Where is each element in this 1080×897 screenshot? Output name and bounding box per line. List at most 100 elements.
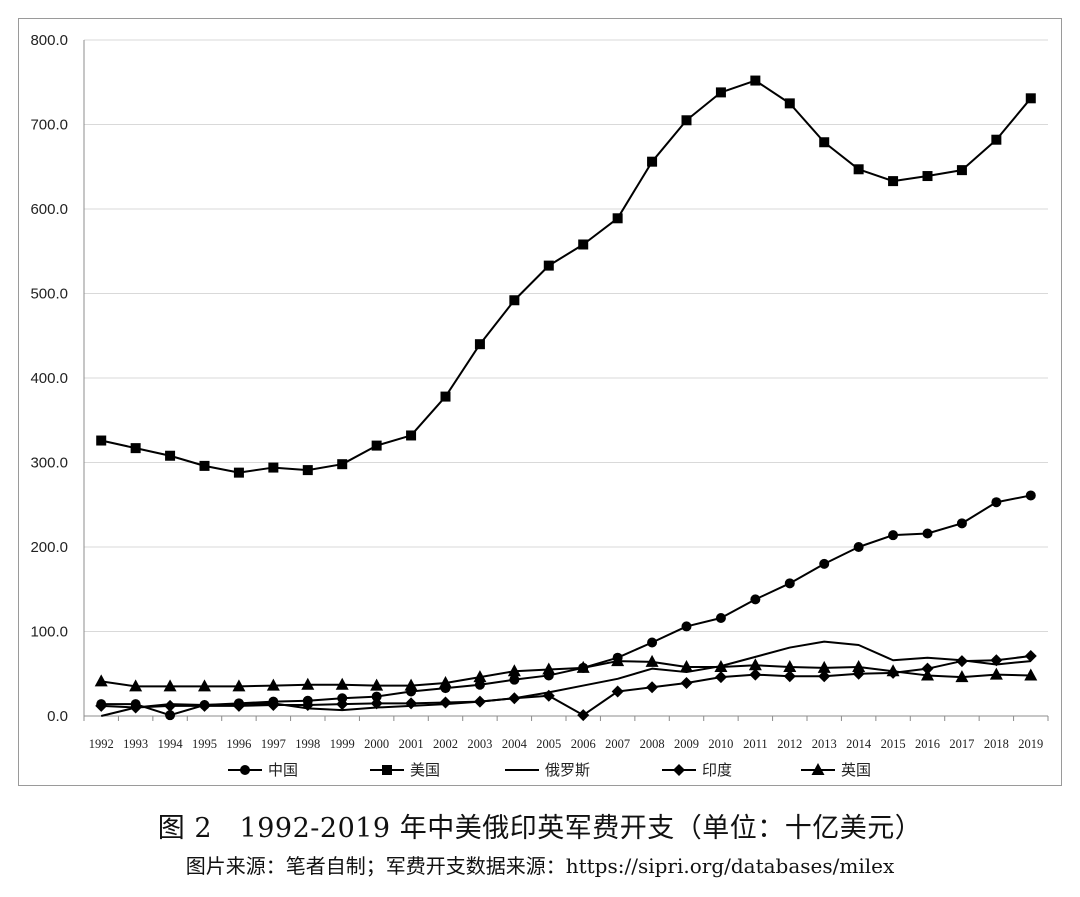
data-point-china [922,528,933,539]
data-point-usa [199,460,210,471]
data-point-usa [371,440,382,451]
data-point-usa [474,339,485,350]
data-point-uk [129,679,143,692]
data-point-india [232,699,245,712]
data-point-india [370,697,383,710]
data-point-usa [509,295,520,306]
legend-label: 中国 [268,761,298,779]
x-tick-label: 2014 [846,737,872,751]
data-point-india [990,654,1003,667]
y-tick-label: 200.0 [30,539,68,556]
x-tick-label: 2008 [640,737,665,751]
figure-caption: 图 2 1992-2019 年中美俄印英军费开支（单位：十亿美元） [157,813,923,844]
x-tick-label: 2002 [433,737,458,751]
legend: 中国 美国 俄罗斯 印度 英国 [228,761,871,779]
data-point-usa [302,465,313,476]
data-point-uk [370,678,384,691]
data-point-uk [404,678,418,691]
data-point-usa [647,156,658,167]
line-chart: 0.0 100.0 200.0 300.0 400.0 500.0 600.0 700.0 80… [30,32,1049,779]
data-point-india [164,699,177,712]
x-tick-label: 2018 [984,737,1009,751]
series-usa [96,75,1036,478]
legend-marker [811,763,825,775]
series-uk [94,654,1038,692]
data-point-usa [268,462,279,473]
x-tick-label: 1998 [295,737,320,751]
data-point-india [1024,650,1037,663]
data-point-china [509,674,520,685]
legend-item-india: 印度 [662,761,732,779]
x-tick-label: 1994 [158,737,184,751]
series-line-russia [100,640,1031,717]
y-axis-ticks: 0.0 100.0 200.0 300.0 400.0 500.0 600.0 700.0 80… [30,32,68,725]
data-point-uk [473,670,487,683]
y-tick-label: 400.0 [30,370,68,387]
data-point-uk [955,670,969,683]
x-tick-label: 2001 [399,737,424,751]
data-point-india [680,677,693,690]
x-tick-label: 2003 [467,737,492,751]
legend-label: 美国 [410,761,440,779]
data-point-uk [198,679,211,692]
y-tick-label: 100.0 [30,624,68,641]
series-line-uk [101,660,1031,688]
legend-label: 英国 [841,761,871,779]
axes [83,40,1049,721]
series-russia [100,640,1031,717]
data-point-china [474,679,485,690]
data-point-usa [991,134,1002,145]
data-point-china [956,518,967,529]
x-tick-label: 2006 [571,737,596,751]
x-tick-label: 2016 [915,737,940,751]
data-point-india [611,685,624,698]
data-point-india [95,699,108,712]
legend-item-russia: 俄罗斯 [505,761,590,779]
data-point-usa [337,459,348,470]
x-tick-label: 2009 [674,737,699,751]
data-point-usa [233,467,244,478]
data-point-usa [922,171,933,182]
data-point-usa [853,164,864,175]
data-point-india [783,670,796,683]
data-point-china [681,621,692,632]
data-point-uk [335,677,349,690]
data-point-usa [1025,93,1036,104]
data-point-uk [439,676,452,689]
x-axis-ticks: 1992 1993 1994 1995 1996 1997 1998 1999 2000 2001… [89,737,1044,751]
x-tick-label: 1996 [226,737,251,751]
legend-item-china: 中国 [228,761,298,779]
data-point-usa [784,98,795,109]
data-point-uk [611,654,625,667]
x-tick-label: 2015 [881,737,906,751]
data-point-uk [542,662,556,675]
grid-lines [84,39,1048,632]
y-tick-label: 600.0 [30,201,68,218]
data-point-india [646,681,659,694]
data-point-india [198,699,211,712]
data-point-india [336,698,349,711]
figure-source: 图片来源：笔者自制；军费开支数据来源：https://sipri.org/dat… [185,854,895,878]
data-point-china [888,530,899,541]
x-tick-label: 2017 [949,737,974,751]
y-tick-label: 300.0 [30,455,68,472]
x-tick-label: 2005 [536,737,561,751]
x-tick-label: 1999 [330,737,355,751]
x-tick-label: 2013 [812,737,837,751]
data-point-usa [956,165,967,176]
data-point-uk [714,659,728,672]
x-tick-label: 1992 [89,737,114,751]
data-point-india [749,668,762,681]
data-point-china [819,558,830,569]
legend-marker [673,764,685,776]
data-point-china [371,691,382,702]
data-point-india [508,692,521,705]
x-tick-label: 2000 [364,737,389,751]
data-point-uk [852,659,866,672]
data-point-uk [94,674,108,687]
x-tick-label: 2007 [605,737,630,751]
legend-label: 俄罗斯 [545,761,590,779]
data-point-india [818,670,831,683]
data-point-india [267,699,280,712]
y-tick-label: 700.0 [30,117,68,134]
